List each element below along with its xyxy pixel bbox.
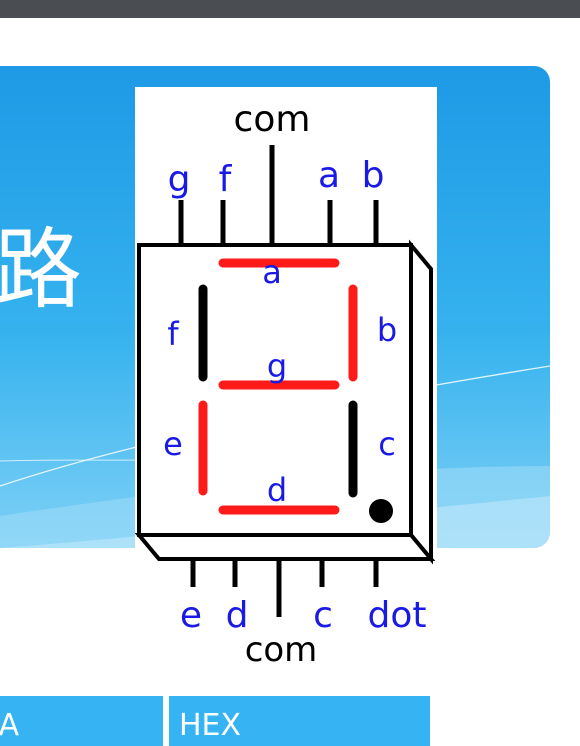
segment-c-label: c <box>378 425 396 463</box>
title-fragment: 路 <box>0 218 83 321</box>
display-side <box>409 239 433 565</box>
decimal-dot <box>369 499 393 523</box>
bottom-pin-d-label: d <box>226 595 249 636</box>
table-header-ba-label: BA <box>0 708 20 743</box>
segment-e-label: e <box>163 425 183 463</box>
bottom-com-label: com <box>245 630 318 665</box>
top-bar <box>0 0 580 18</box>
top-pin-f-label: f <box>219 159 233 200</box>
segment-g-label: g <box>267 347 287 385</box>
segment-b-label: b <box>377 311 397 349</box>
seven-segment-diagram: com g f a b a b c d e f g e d c dot com <box>135 87 437 665</box>
bottom-pin-e-label: e <box>180 595 202 636</box>
table-header-hex: HEX <box>169 696 430 746</box>
bottom-pin-dot-label: dot <box>368 595 427 636</box>
table-header-row: BA HEX <box>0 696 430 746</box>
top-pin-a-label: a <box>318 155 340 196</box>
display-bottom <box>135 533 436 561</box>
segment-a-label: a <box>262 253 282 291</box>
bottom-pin-c-label: c <box>313 595 333 636</box>
table-header-hex-label: HEX <box>179 708 242 743</box>
top-com-label: com <box>234 99 311 140</box>
top-pin-b-label: b <box>362 155 385 196</box>
top-pin-g-label: g <box>168 159 191 200</box>
segment-d-label: d <box>267 471 287 509</box>
table-header-ba: BA <box>0 696 166 746</box>
segment-f-label: f <box>167 315 179 353</box>
